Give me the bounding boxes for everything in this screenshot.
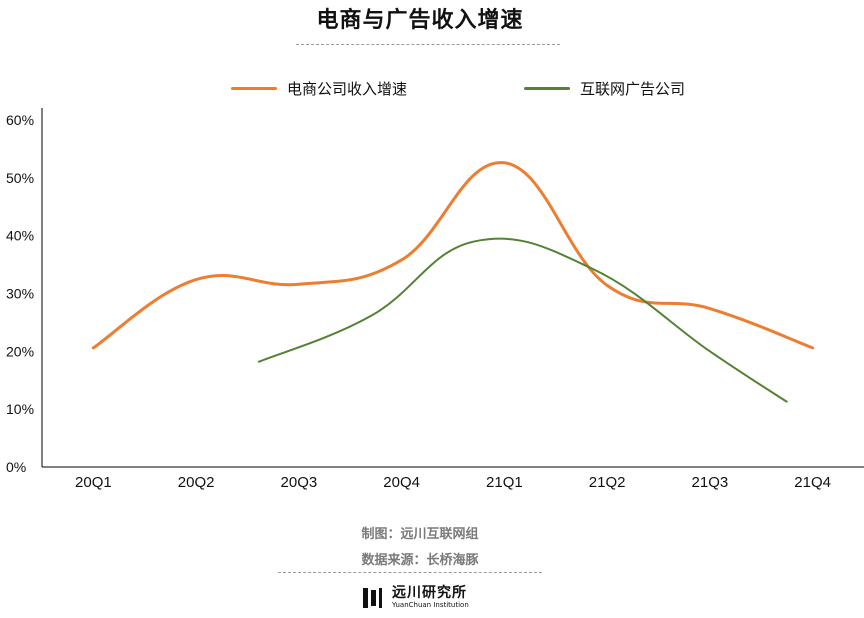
series-line-2 xyxy=(257,237,788,403)
legend-label-series1: 电商公司收入增速 xyxy=(287,80,408,98)
line-chart: 0% 10% 20% 30% 40% 50% 60% 20Q1 20Q2 20Q3 20Q4 21Q1… xyxy=(6,108,864,491)
y-tick-label: 50% xyxy=(6,170,34,186)
chart-title: 电商与广告收入增速 xyxy=(316,8,524,33)
legend-label-series2: 互联网广告公司 xyxy=(580,80,686,98)
series-line-1 xyxy=(91,161,815,350)
footer-source: 数据来源：长桥海豚 xyxy=(361,553,479,568)
x-tick-label: 20Q3 xyxy=(281,474,318,491)
brand-name-cn: 远川研究所 xyxy=(392,585,467,601)
x-tick-label: 21Q1 xyxy=(486,474,523,491)
x-tick-label: 20Q4 xyxy=(383,474,420,491)
legend-swatch-series2 xyxy=(524,87,570,90)
y-tick-label: 60% xyxy=(6,112,34,128)
x-tick-label: 20Q1 xyxy=(75,474,112,491)
x-tick-label: 21Q3 xyxy=(692,474,729,491)
y-tick-label: 40% xyxy=(6,228,34,244)
title-divider xyxy=(296,44,560,45)
brand-mark-icon xyxy=(363,588,382,608)
y-tick-label: 0% xyxy=(6,459,26,475)
brand-name-en: YuanChuan Institution xyxy=(392,601,469,609)
legend-item-series2: 互联网广告公司 xyxy=(524,78,685,99)
chart-legend: 电商公司收入增速 互联网广告公司 xyxy=(0,78,864,102)
legend-item-series1: 电商公司收入增速 xyxy=(231,78,407,99)
footer-maker: 制图：远川互联网组 xyxy=(361,527,479,542)
x-tick-label: 20Q2 xyxy=(178,474,215,491)
footer-divider xyxy=(278,572,542,573)
y-tick-label: 30% xyxy=(6,286,34,302)
legend-swatch-series1 xyxy=(231,87,277,90)
y-tick-label: 10% xyxy=(6,401,34,417)
y-tick-label: 20% xyxy=(6,343,34,359)
x-tick-label: 21Q4 xyxy=(794,474,831,491)
brand-logo: 远川研究所 YuanChuan Institution xyxy=(362,586,469,610)
x-tick-label: 21Q2 xyxy=(589,474,626,491)
